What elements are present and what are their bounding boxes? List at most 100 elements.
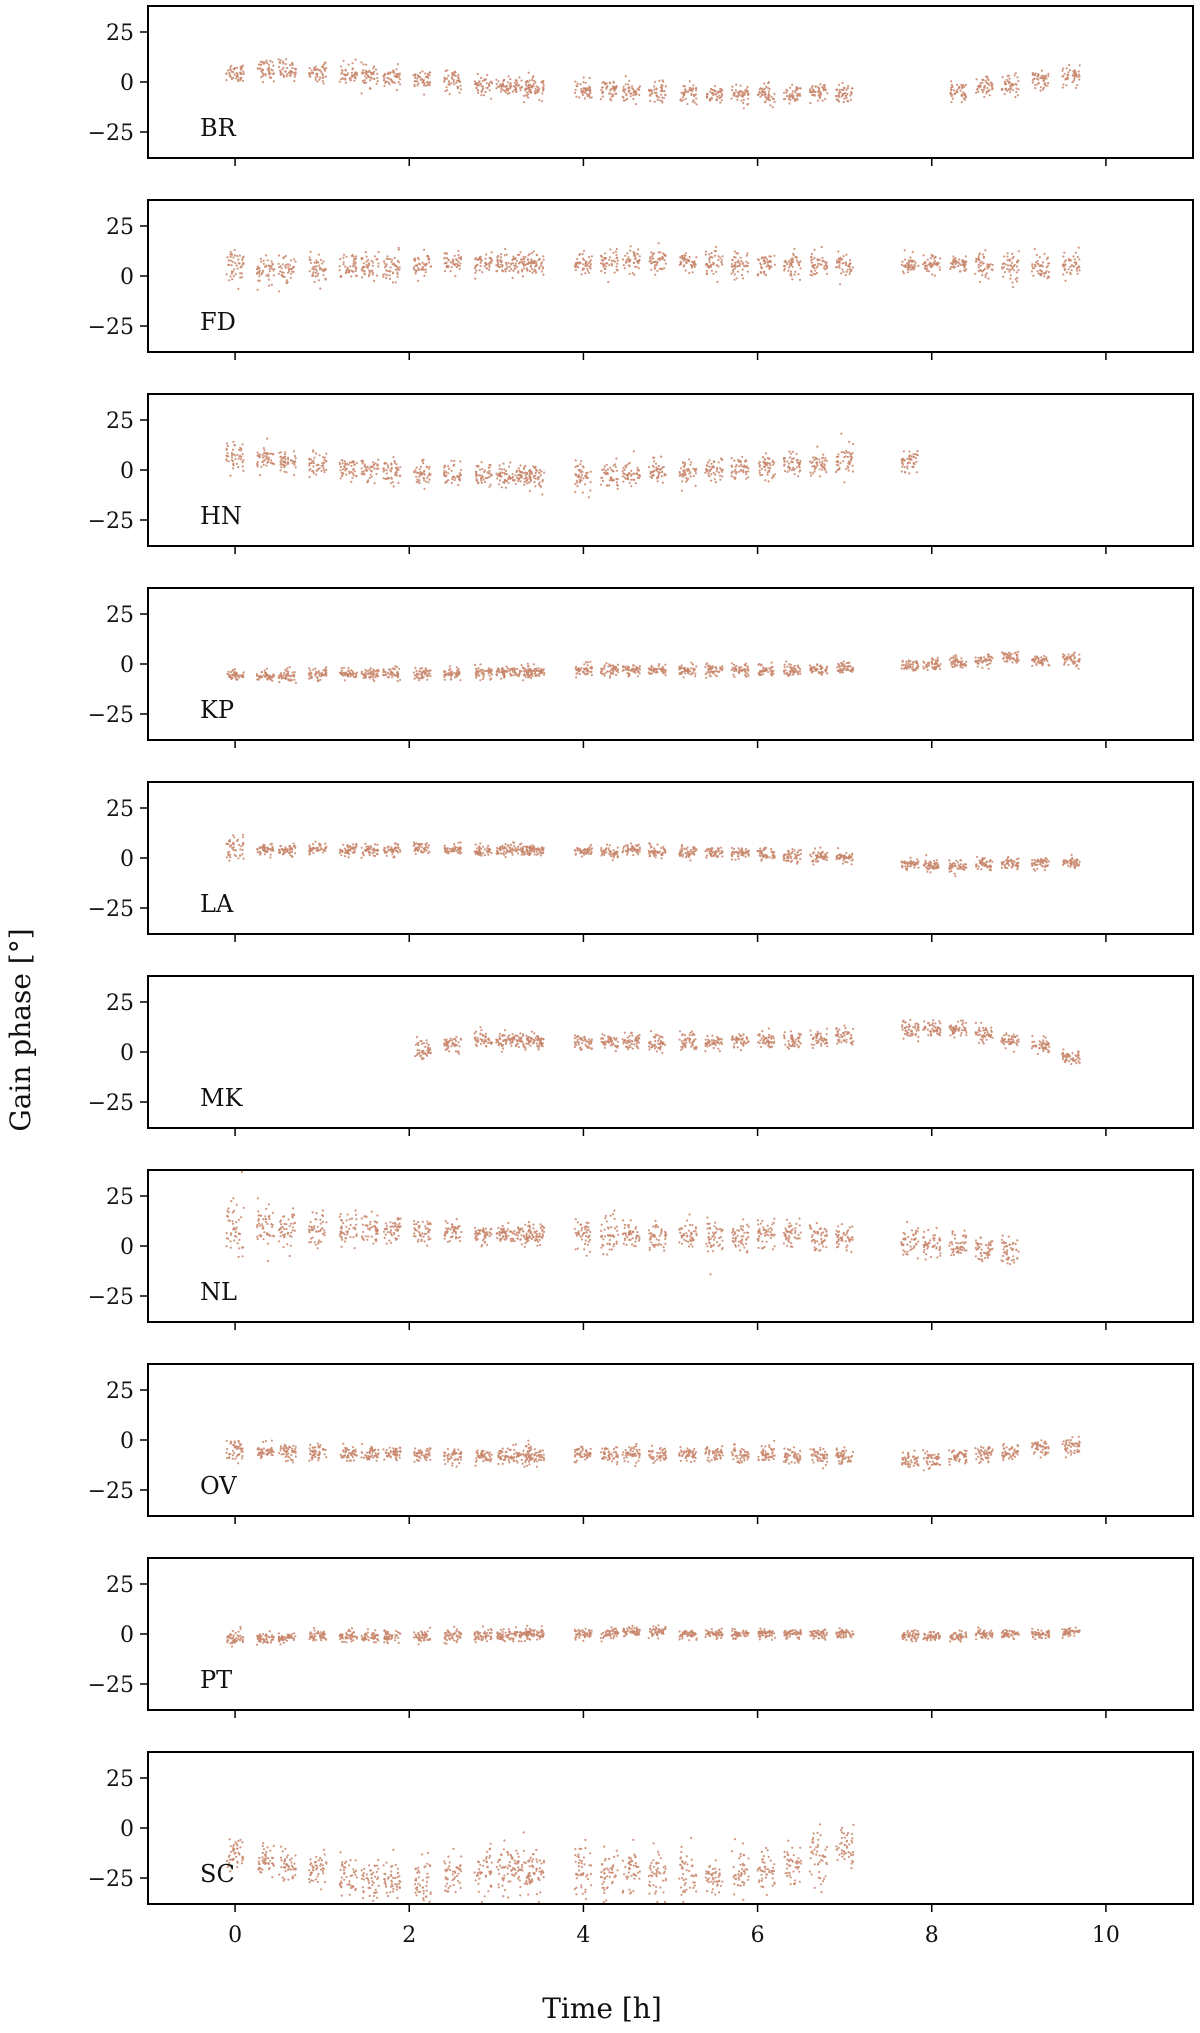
scan-points bbox=[443, 1847, 463, 1894]
scan-points bbox=[974, 653, 994, 670]
y-tick-label: 0 bbox=[120, 1817, 134, 1842]
scan-points bbox=[782, 450, 802, 478]
scan-points bbox=[974, 1445, 994, 1465]
y-tick-label: 25 bbox=[106, 409, 134, 434]
scan-points bbox=[922, 1019, 942, 1037]
scan-points bbox=[474, 663, 494, 682]
scan-points bbox=[1030, 1034, 1051, 1056]
scan-points bbox=[1001, 1442, 1020, 1462]
scan-points bbox=[621, 450, 642, 488]
y-tick-label: 25 bbox=[106, 991, 134, 1016]
scan-points bbox=[678, 458, 698, 492]
scan-points bbox=[226, 1625, 245, 1648]
scan-points bbox=[382, 1216, 402, 1245]
scan-points bbox=[621, 1442, 642, 1467]
scan-points bbox=[922, 1630, 942, 1642]
panel-frame bbox=[147, 393, 1194, 547]
scan-points bbox=[1061, 63, 1081, 89]
scan-points bbox=[835, 1446, 855, 1466]
y-tick-label: 25 bbox=[106, 21, 134, 46]
scan-points bbox=[782, 83, 802, 105]
y-tick-label: 0 bbox=[120, 1235, 134, 1260]
y-tick-label: 0 bbox=[120, 71, 134, 96]
scan-points bbox=[360, 1628, 380, 1644]
scan-points bbox=[900, 450, 919, 475]
scan-points bbox=[573, 1034, 594, 1051]
y-tick-label: 25 bbox=[106, 603, 134, 628]
scan-points bbox=[278, 1845, 297, 1882]
scan-points bbox=[1000, 650, 1020, 664]
scan-points bbox=[525, 844, 545, 857]
scan-points bbox=[360, 1210, 380, 1245]
scan-points bbox=[835, 1627, 855, 1639]
scan-points bbox=[948, 1229, 968, 1257]
scan-points bbox=[808, 1222, 829, 1252]
scan-points bbox=[473, 1625, 493, 1644]
scan-points bbox=[443, 1218, 463, 1243]
scan-points bbox=[621, 1031, 641, 1051]
scan-points bbox=[922, 656, 942, 672]
scan-points bbox=[808, 445, 828, 478]
y-tick-label: 0 bbox=[120, 265, 134, 290]
scan-points bbox=[360, 842, 379, 859]
scan-points bbox=[678, 1836, 698, 1904]
scan-points bbox=[474, 461, 494, 488]
scan-points bbox=[900, 1449, 920, 1468]
scan-points bbox=[308, 1209, 328, 1250]
scan-points bbox=[277, 666, 297, 685]
scan-points bbox=[338, 666, 358, 682]
scan-points bbox=[225, 833, 245, 862]
scan-points bbox=[1000, 72, 1020, 99]
scan-points bbox=[308, 1848, 328, 1891]
scan-points bbox=[730, 1033, 750, 1052]
scan-points bbox=[678, 1030, 698, 1051]
panel-frame bbox=[147, 1751, 1194, 1905]
scan-points bbox=[974, 1236, 994, 1263]
scan-points bbox=[782, 660, 802, 678]
scan-points bbox=[412, 70, 432, 96]
scan-points bbox=[600, 843, 620, 862]
scan-points bbox=[730, 1443, 750, 1465]
scan-points bbox=[835, 1223, 854, 1253]
scan-points bbox=[339, 1442, 359, 1462]
scan-points bbox=[277, 842, 297, 859]
scan-points bbox=[574, 660, 594, 679]
scan-points bbox=[621, 1219, 641, 1248]
scan-points bbox=[360, 1442, 380, 1462]
scan-points bbox=[836, 660, 855, 674]
station-label: BR bbox=[200, 114, 237, 142]
x-tick-label: 4 bbox=[576, 1923, 590, 1948]
scan-points bbox=[730, 83, 750, 110]
scan-points bbox=[278, 1443, 297, 1464]
scan-points bbox=[647, 1219, 668, 1252]
y-tick-label: 25 bbox=[106, 1767, 134, 1792]
scan-points bbox=[647, 842, 667, 860]
scan-points bbox=[412, 1220, 432, 1247]
scan-points bbox=[1000, 1234, 1020, 1266]
scan-points bbox=[278, 450, 297, 477]
scan-points bbox=[949, 255, 968, 273]
scan-points bbox=[757, 1439, 776, 1462]
scan-points bbox=[382, 456, 402, 488]
scan-points bbox=[949, 1629, 968, 1643]
scan-points bbox=[574, 249, 594, 276]
scan-points bbox=[1061, 246, 1081, 282]
scan-points bbox=[835, 1823, 855, 1870]
scan-points bbox=[808, 1823, 829, 1894]
scan-points bbox=[443, 1035, 463, 1055]
scan-points bbox=[414, 1036, 432, 1061]
y-tick-label: −25 bbox=[88, 1673, 134, 1698]
scan-points bbox=[573, 1445, 592, 1464]
scan-points bbox=[526, 1848, 546, 1904]
scan-points bbox=[443, 841, 463, 855]
scan-points bbox=[255, 1630, 275, 1646]
scan-points bbox=[412, 458, 432, 490]
scan-points bbox=[756, 846, 776, 862]
scan-points bbox=[277, 1632, 297, 1646]
scan-points bbox=[526, 1624, 545, 1641]
scan-points bbox=[756, 1846, 776, 1896]
scan-points bbox=[730, 662, 750, 679]
scan-points bbox=[704, 1627, 724, 1641]
scan-points bbox=[512, 1032, 533, 1051]
scan-points bbox=[975, 855, 994, 872]
